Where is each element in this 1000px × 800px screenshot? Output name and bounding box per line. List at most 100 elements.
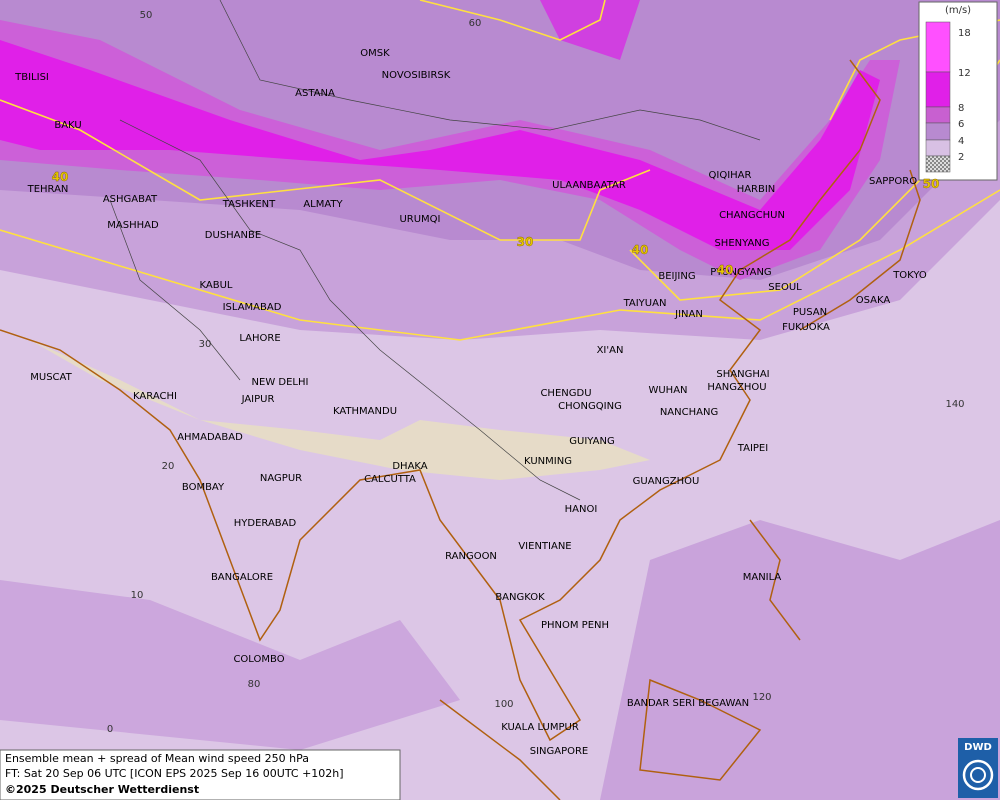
city-label: BANGKOK [495, 592, 545, 603]
city-label: PUSAN [793, 307, 827, 318]
logo: DWD [958, 738, 998, 798]
city-label: KUNMING [524, 456, 572, 467]
legend-label: 18 [958, 28, 971, 39]
city-label: BANDAR SERI BEGAWAN [627, 698, 749, 709]
city-label: SHANGHAI [716, 369, 769, 380]
city-label: OMSK [360, 48, 390, 59]
graticule-label: 10 [131, 590, 144, 601]
city-label: CALCUTTA [364, 474, 416, 485]
city-label: BANGALORE [211, 572, 273, 583]
city-label: DHAKA [392, 461, 427, 472]
graticule-label: 140 [945, 399, 964, 410]
city-label: TAIYUAN [623, 298, 667, 309]
city-label: AHMADABAD [177, 432, 243, 443]
city-label: OSAKA [856, 295, 891, 306]
city-label: SEOUL [768, 282, 802, 293]
city-label: KABUL [200, 280, 233, 291]
contour-label: 30 [517, 235, 534, 249]
caption-box [0, 749, 401, 800]
city-label: TASHKENT [222, 199, 276, 210]
city-label: HARBIN [737, 184, 776, 195]
graticule-label: 0 [107, 724, 113, 735]
city-label: NOVOSIBIRSK [382, 70, 451, 81]
city-label: KATHMANDU [333, 406, 397, 417]
graticule-label: 20 [162, 461, 175, 472]
city-label: TBILISI [14, 72, 49, 83]
graticule-label: 120 [752, 692, 771, 703]
city-label: JINAN [674, 309, 703, 320]
contour-label: 50 [923, 177, 940, 191]
city-label: MUSCAT [30, 372, 72, 383]
city-label: NAGPUR [260, 473, 302, 484]
city-label: SINGAPORE [530, 746, 589, 757]
legend-label: 4 [958, 136, 964, 147]
city-label: NEW DELHI [252, 377, 309, 388]
contour-label: 40 [52, 170, 69, 184]
legend: (m/s) 18 12 8 6 4 2 [918, 1, 998, 181]
city-label: ISLAMABAD [223, 302, 282, 313]
city-label: DUSHANBE [205, 230, 261, 241]
city-label: QIQIHAR [709, 170, 752, 181]
graticule-label: 80 [248, 679, 261, 690]
city-label: HANOI [565, 504, 598, 515]
graticule-label: 60 [469, 18, 482, 29]
city-label: RANGOON [445, 551, 497, 562]
legend-label: 6 [958, 119, 964, 130]
city-label: CHONGQING [558, 401, 622, 412]
contour-label: 40 [717, 263, 734, 277]
contour-label: 40 [632, 243, 649, 257]
city-label: PYONGYANG [710, 267, 771, 278]
caption: Ensemble mean + spread of Mean wind spee… [0, 749, 401, 800]
contours [0, 0, 1000, 341]
city-label: SAPPORO [869, 176, 917, 187]
city-label: BAKU [54, 120, 81, 131]
city-label: NANCHANG [660, 407, 718, 418]
city-label: BEIJING [658, 271, 695, 282]
city-label: ALMATY [303, 199, 343, 210]
city-label: URUMQI [399, 214, 440, 225]
city-label: HANGZHOU [707, 382, 766, 393]
city-label: XI'AN [597, 345, 624, 356]
city-labels: TBILISI BAKU TEHRAN ASHGABAT MASHHAD OMSK NOVO… [14, 48, 927, 757]
logo-text: DWD [964, 742, 992, 753]
city-label: ASTANA [295, 88, 335, 99]
legend-swatch [925, 106, 951, 124]
city-label: CHANGCHUN [719, 210, 785, 221]
caption-line: FT: Sat 20 Sep 06 UTC [ICON EPS 2025 Sep… [5, 767, 344, 780]
city-label: PHNOM PENH [541, 620, 609, 631]
city-label: HYDERABAD [234, 518, 297, 529]
city-label: LAHORE [239, 333, 280, 344]
graticule-label: 50 [140, 10, 153, 21]
copyright: ©2025 Deutscher Wetterdienst [5, 783, 199, 796]
city-label: TEHRAN [27, 184, 69, 195]
city-label: GUANGZHOU [633, 476, 700, 487]
graticule-label: 30 [199, 339, 212, 350]
city-label: GUIYANG [569, 436, 614, 447]
legend-swatch [925, 71, 951, 108]
legend-unit: (m/s) [945, 5, 971, 16]
city-label: TOKYO [892, 270, 927, 281]
legend-label: 8 [958, 103, 964, 114]
city-label: FUKUOKA [782, 322, 830, 333]
legend-swatch [925, 139, 951, 157]
city-label: TAIPEI [737, 443, 768, 454]
city-label: MASHHAD [107, 220, 159, 231]
caption-line: Ensemble mean + spread of Mean wind spee… [5, 752, 309, 765]
city-label: MANILA [743, 572, 782, 583]
legend-label: 2 [958, 152, 964, 163]
city-label: KUALA LUMPUR [501, 722, 579, 733]
legend-swatch [925, 122, 951, 141]
city-label: COLOMBO [233, 654, 284, 665]
city-label: JAIPUR [241, 394, 275, 405]
city-label: VIENTIANE [518, 541, 571, 552]
city-label: CHENGDU [540, 388, 591, 399]
city-label: WUHAN [648, 385, 687, 396]
city-label: ULAANBAATAR [552, 180, 626, 191]
legend-label: 12 [958, 68, 971, 79]
coastlines [0, 59, 921, 800]
legend-swatch [925, 21, 951, 73]
city-label: BOMBAY [182, 482, 225, 493]
legend-swatch [925, 155, 951, 173]
